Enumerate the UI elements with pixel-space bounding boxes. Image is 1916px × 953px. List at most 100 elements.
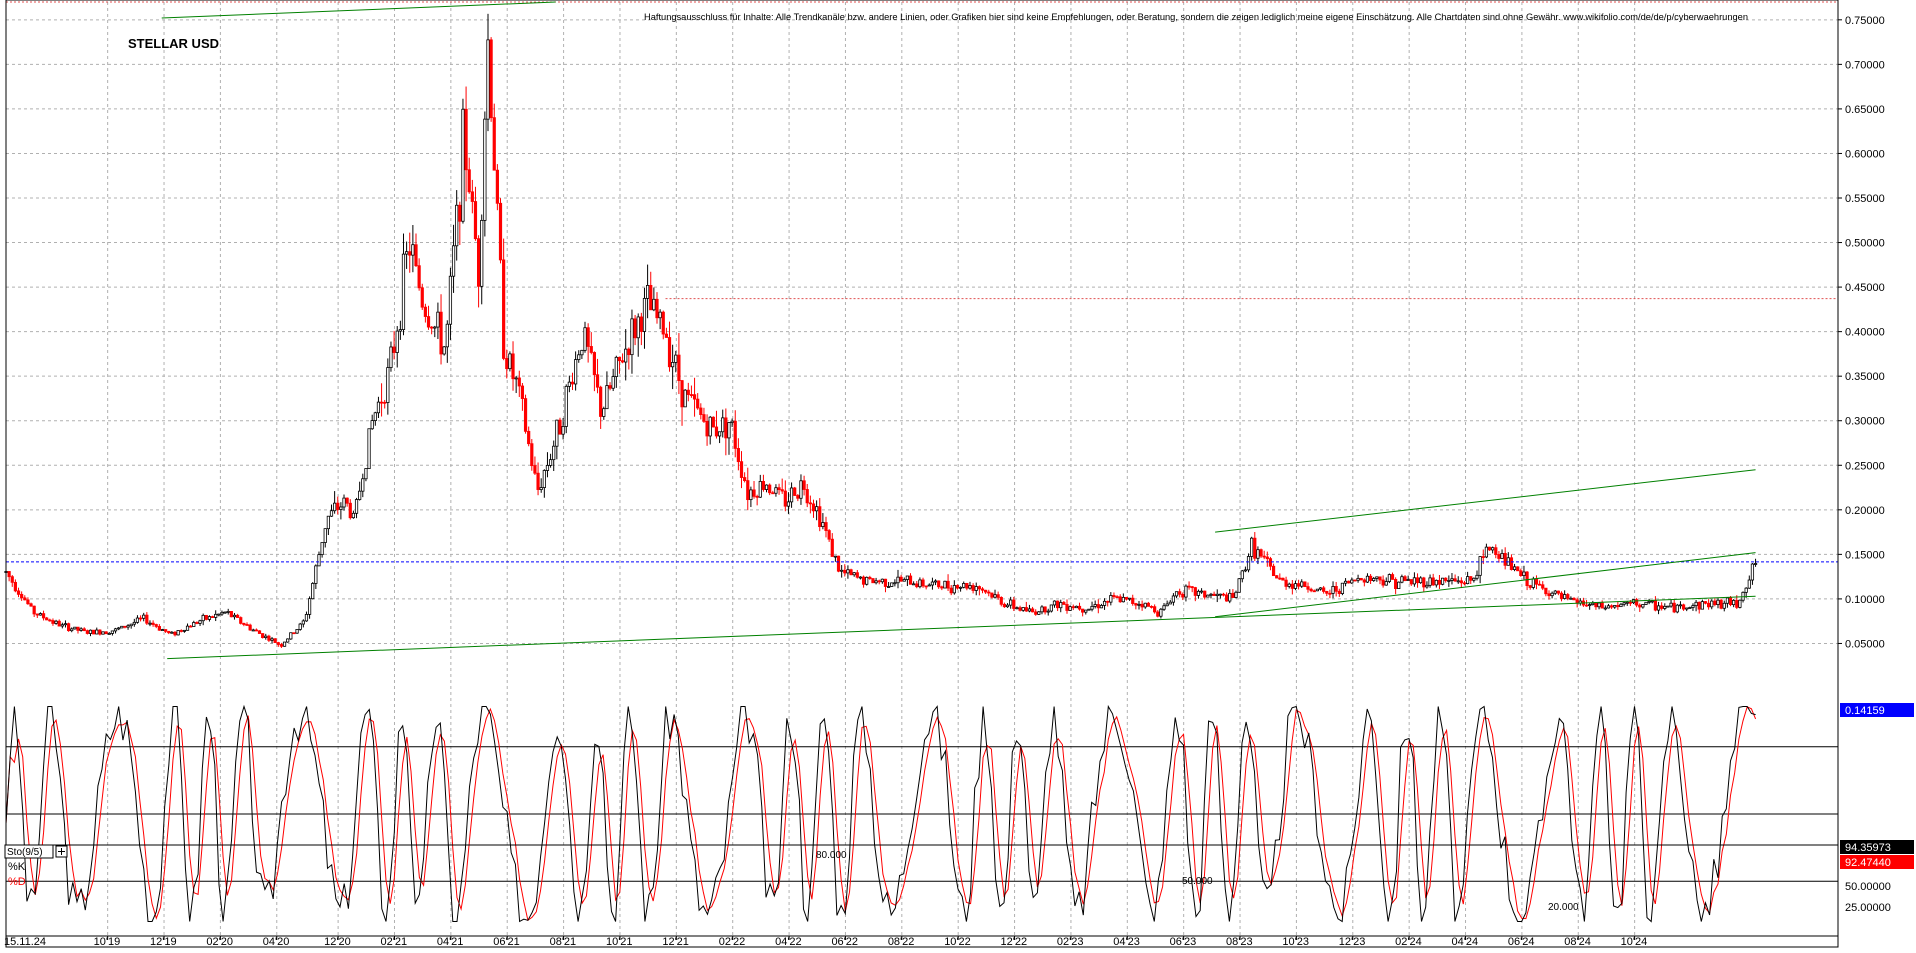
candle-body — [323, 528, 327, 543]
candle-body — [160, 629, 165, 631]
indicator-box[interactable] — [4, 844, 54, 859]
candle-body — [833, 555, 837, 558]
candle-body — [392, 346, 396, 353]
candle-body — [508, 353, 512, 370]
candle-body — [214, 613, 218, 618]
candle-body — [1087, 608, 1091, 611]
candle-body — [883, 578, 888, 587]
candle-body — [927, 584, 931, 587]
candle-body — [1622, 602, 1626, 605]
candle-body — [717, 431, 722, 437]
candle-body — [464, 108, 468, 171]
candle-body — [1553, 590, 1557, 594]
candle-body — [808, 502, 812, 505]
candle-body — [617, 356, 622, 362]
candle-body — [1300, 581, 1304, 587]
candle-body — [589, 346, 593, 353]
x-tick-label: 10'19 — [94, 936, 121, 948]
candle-body — [780, 489, 784, 492]
candle-body — [1556, 590, 1560, 594]
candle-body — [339, 506, 343, 510]
candle-body — [502, 259, 506, 359]
x-tick-label: 02'20 — [206, 936, 233, 948]
candle-body — [405, 251, 409, 255]
osc-tick-25: 25.00000 — [1845, 902, 1891, 914]
candle-body — [815, 506, 819, 512]
candle-body — [1293, 583, 1298, 589]
d-value-badge — [1840, 855, 1914, 869]
candle-body — [965, 583, 969, 589]
candle-body — [383, 401, 387, 404]
candle-body — [1034, 611, 1038, 615]
candle-body — [1478, 556, 1482, 576]
candle-body — [1688, 607, 1692, 609]
candle-body — [865, 576, 869, 585]
candle-body — [489, 39, 493, 119]
candle-body — [1162, 605, 1166, 610]
candle-body — [123, 625, 127, 628]
candle-body — [1609, 605, 1614, 608]
candle-body — [708, 416, 712, 437]
candle-body — [1253, 537, 1257, 559]
candle-body — [320, 542, 324, 556]
candle-body — [952, 585, 956, 594]
candle-body — [658, 311, 662, 319]
candle-body — [1650, 600, 1654, 603]
candle-body — [902, 579, 906, 582]
candle-body — [329, 510, 334, 517]
candle-body — [548, 459, 553, 466]
candle-body — [724, 417, 728, 439]
candle-body — [1127, 597, 1132, 600]
candle-body — [1381, 579, 1385, 586]
candle-body — [1644, 601, 1648, 605]
candle-body — [242, 622, 246, 625]
candle-body — [486, 39, 490, 120]
candle-body — [1250, 537, 1254, 557]
candle-body — [1600, 602, 1604, 609]
candle-body — [567, 381, 571, 387]
candle-body — [1334, 586, 1338, 592]
x-tick-label: 08'24 — [1564, 936, 1591, 948]
candle-body — [946, 580, 950, 589]
candle-body — [743, 477, 747, 482]
y-tick-label: 0.40000 — [1845, 327, 1885, 339]
candle-body — [761, 481, 766, 490]
candle-body — [1550, 592, 1554, 597]
candle-body — [1362, 579, 1366, 583]
candle-body — [1203, 590, 1207, 598]
candle-body — [811, 503, 816, 512]
candle-body — [1121, 596, 1125, 603]
candle-body — [1544, 587, 1548, 595]
candle-body — [439, 311, 443, 355]
candle-body — [379, 401, 384, 404]
y-tick-label: 0.25000 — [1845, 460, 1885, 472]
candle-body — [667, 337, 672, 368]
candle-body — [1681, 604, 1686, 610]
candle-body — [445, 323, 449, 348]
x-tick-label: 02'22 — [719, 936, 746, 948]
candle-body — [1190, 586, 1194, 589]
candle-body — [167, 630, 171, 634]
candle-body — [1591, 602, 1595, 605]
candle-body — [918, 579, 922, 588]
candle-body — [1584, 604, 1589, 607]
candle-body — [1453, 578, 1457, 582]
candle-body — [714, 426, 719, 437]
candle-body — [342, 497, 346, 508]
candle-body — [1753, 563, 1758, 565]
y-tick-label: 0.75000 — [1845, 15, 1885, 27]
candle-body — [236, 614, 240, 618]
candle-body — [1347, 580, 1351, 584]
axis-layer: 0.75000 0.70000 0.65000 0.60000 0.55000 0.500… — [5, 0, 1885, 948]
candle-body — [630, 318, 634, 356]
candle-body — [1431, 577, 1435, 586]
candle-body — [1700, 601, 1704, 610]
candle-body — [777, 487, 781, 491]
candle-body — [1522, 571, 1526, 577]
candle-body — [996, 594, 1000, 598]
candle-body — [398, 329, 402, 332]
candle-body — [1030, 608, 1035, 613]
candle-body — [1484, 546, 1488, 558]
candle-body — [511, 353, 515, 380]
candle-body — [1575, 599, 1579, 604]
